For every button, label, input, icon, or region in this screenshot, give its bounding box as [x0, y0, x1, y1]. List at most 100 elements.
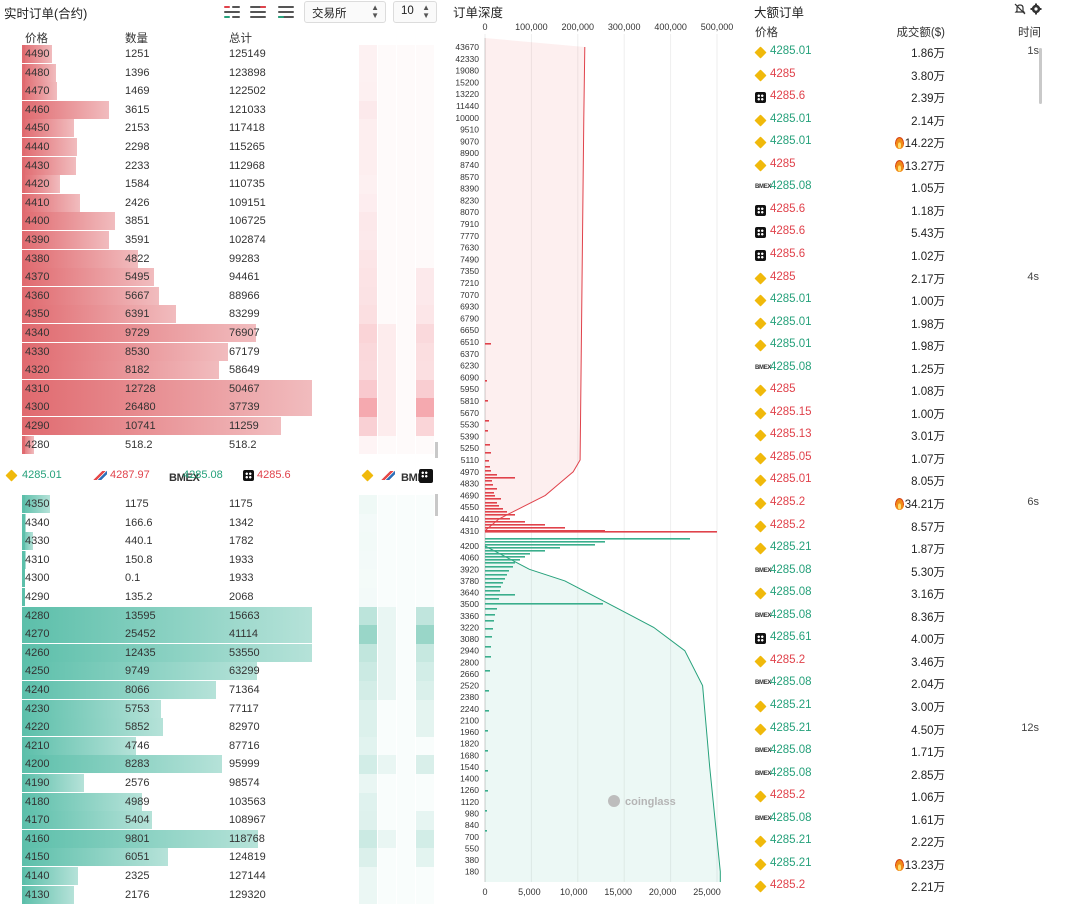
big-order-row[interactable]: 4285.2 3.46万 [748, 650, 1078, 673]
big-order-row[interactable]: 4285 2.17万 4s [748, 267, 1078, 290]
view-bids-icon[interactable] [276, 3, 296, 21]
bid-total: 15663 [229, 609, 260, 622]
orderbook-row[interactable]: 4300 0.1 1933 [0, 569, 445, 588]
big-order-row[interactable]: 4285.61 4.00万 [748, 627, 1078, 650]
big-order-row[interactable]: 4285.2 8.57万 [748, 515, 1078, 538]
orderbook-row[interactable]: 4410 2426 109151 [0, 193, 445, 213]
orderbook-row[interactable]: 4240 8066 71364 [0, 681, 445, 700]
big-order-row[interactable]: 4285.01 1.00万 [748, 289, 1078, 312]
big-order-row[interactable]: 4285.01 1.86万 1s [748, 41, 1078, 64]
bid-level-bar [485, 770, 488, 772]
orderbook-row[interactable]: 4480 1396 123898 [0, 63, 445, 83]
big-order-row[interactable]: 4285.21 3.00万 [748, 695, 1078, 718]
ask-edge [22, 231, 25, 249]
orderbook-row[interactable]: 4360 5667 88966 [0, 286, 445, 306]
big-order-row[interactable]: 4285.01 1.98万 [748, 334, 1078, 357]
orderbook-row[interactable]: 4180 4989 103563 [0, 792, 445, 812]
big-order-row[interactable]: 4285.21 13.23万 [748, 853, 1078, 876]
orderbook-row[interactable]: 4300 26480 37739 [0, 398, 445, 417]
orderbook-row[interactable]: 4170 5404 108967 [0, 811, 445, 830]
binance-icon [5, 469, 18, 482]
ask-price-tick: 11440 [456, 101, 479, 111]
orderbook-row[interactable]: 4220 5852 82970 [0, 718, 445, 737]
orderbook-row[interactable]: 4370 5495 94461 [0, 268, 445, 287]
orderbook-row[interactable]: 4200 8283 95999 [0, 755, 445, 774]
orderbook-row[interactable]: 4280 518.2 518.2 [0, 435, 445, 455]
big-order-row[interactable]: 4285.13 3.01万 [748, 424, 1078, 447]
orderbook-row[interactable]: 4130 2176 129320 [0, 885, 445, 905]
orderbook-row[interactable]: 4210 4746 87716 [0, 736, 445, 756]
big-order-row[interactable]: 4285.15 1.00万 [748, 402, 1078, 425]
asks-scrollbar[interactable] [435, 442, 438, 458]
big-order-row[interactable]: BMEX 4285.08 1.05万 [748, 176, 1078, 199]
mute-bell-icon[interactable] [1014, 3, 1026, 15]
big-order-row[interactable]: 4285 13.27万 [748, 154, 1078, 177]
orderbook-row[interactable]: 4190 2576 98574 [0, 774, 445, 793]
orderbook-row[interactable]: 4310 12728 50467 [0, 379, 445, 399]
view-asks-icon[interactable] [248, 3, 268, 21]
big-orders-scrollbar[interactable] [1039, 48, 1042, 104]
big-order-row[interactable]: BMEX 4285.08 2.85万 [748, 763, 1078, 786]
big-order-row[interactable]: 4285.01 1.98万 [748, 312, 1078, 335]
big-order-row[interactable]: 4285.6 5.43万 [748, 221, 1078, 244]
orderbook-row[interactable]: 4460 3615 121033 [0, 100, 445, 120]
bid-price: 4130 [25, 888, 50, 901]
orderbook-row[interactable]: 4270 25452 41114 [0, 625, 445, 644]
orderbook-row[interactable]: 4450 2153 117418 [0, 119, 445, 138]
big-order-row[interactable]: 4285.01 14.22万 [748, 131, 1078, 154]
big-order-row[interactable]: BMEX 4285.08 1.71万 [748, 740, 1078, 763]
big-order-row[interactable]: 4285.21 4.50万 12s [748, 718, 1078, 741]
big-order-row[interactable]: 4285.08 3.16万 [748, 582, 1078, 605]
orderbook-row[interactable]: 4350 6391 83299 [0, 305, 445, 324]
orderbook-row[interactable]: 4340 9729 76907 [0, 324, 445, 343]
big-order-row[interactable]: 4285.01 8.05万 [748, 469, 1078, 492]
orderbook-row[interactable]: 4290 10741 11259 [0, 417, 445, 436]
big-order-row[interactable]: BMEX 4285.08 8.36万 [748, 605, 1078, 628]
big-order-row[interactable]: 4285.2 1.06万 [748, 785, 1078, 808]
big-order-row[interactable]: 4285.2 2.21万 [748, 875, 1078, 898]
orderbook-row[interactable]: 4330 440.1 1782 [0, 532, 445, 551]
orderbook-row[interactable]: 4400 3851 106725 [0, 212, 445, 231]
orderbook-row[interactable]: 4340 166.6 1342 [0, 513, 445, 533]
big-order-row[interactable]: 4285 3.80万 [748, 64, 1078, 87]
big-order-row[interactable]: BMEX 4285.08 2.04万 [748, 672, 1078, 695]
orderbook-row[interactable]: 4150 6051 124819 [0, 848, 445, 867]
orderbook-row[interactable]: 4280 13595 15663 [0, 606, 445, 626]
exchange-select[interactable]: 交易所 ▲ ▼ [304, 1, 386, 23]
orderbook-row[interactable]: 4250 9749 63299 [0, 662, 445, 681]
big-order-row[interactable]: 4285.05 1.07万 [748, 447, 1078, 470]
big-order-row[interactable]: 4285.6 1.02万 [748, 244, 1078, 267]
orderbook-row[interactable]: 4420 1584 110735 [0, 175, 445, 194]
orderbook-row[interactable]: 4390 3591 102874 [0, 231, 445, 250]
bids-scrollbar[interactable] [435, 494, 438, 516]
big-order-row[interactable]: 4285 1.08万 [748, 379, 1078, 402]
orderbook-row[interactable]: 4290 135.2 2068 [0, 588, 445, 607]
settings-gear-icon[interactable] [1030, 3, 1042, 15]
orderbook-row[interactable]: 4320 8182 58649 [0, 361, 445, 380]
orderbook-row[interactable]: 4380 4822 99283 [0, 249, 445, 269]
big-order-row[interactable]: 4285.01 2.14万 [748, 109, 1078, 132]
orderbook-row[interactable]: 4470 1469 122502 [0, 82, 445, 101]
orderbook-row[interactable]: 4160 9801 118768 [0, 829, 445, 849]
big-order-row[interactable]: BMEX 4285.08 1.61万 [748, 808, 1078, 831]
big-order-row[interactable]: 4285.6 1.18万 [748, 199, 1078, 222]
orderbook-row[interactable]: 4430 2233 112968 [0, 156, 445, 176]
big-order-row[interactable]: 4285.6 2.39万 [748, 86, 1078, 109]
orderbook-row[interactable]: 4330 8530 67179 [0, 342, 445, 362]
big-order-row[interactable]: 4285.2 34.21万 6s [748, 492, 1078, 515]
depth-select[interactable]: 10 ▲ ▼ [393, 1, 437, 23]
big-order-row[interactable]: BMEX 4285.08 1.25万 [748, 357, 1078, 380]
bid-qty: 9801 [125, 832, 150, 845]
orderbook-row[interactable]: 4140 2325 127144 [0, 867, 445, 886]
orderbook-row[interactable]: 4440 2298 115265 [0, 138, 445, 157]
big-order-row[interactable]: 4285.21 2.22万 [748, 830, 1078, 853]
orderbook-row[interactable]: 4350 1175 1175 [0, 495, 445, 514]
ask-level-bar [485, 505, 499, 507]
big-order-row[interactable]: 4285.21 1.87万 [748, 537, 1078, 560]
orderbook-row[interactable]: 4310 150.8 1933 [0, 550, 445, 570]
big-order-row[interactable]: BMEX 4285.08 5.30万 [748, 560, 1078, 583]
orderbook-row[interactable]: 4490 1251 125149 [0, 45, 445, 64]
orderbook-row[interactable]: 4230 5753 77117 [0, 699, 445, 719]
orderbook-row[interactable]: 4260 12435 53550 [0, 643, 445, 663]
view-both-icon[interactable] [222, 3, 242, 21]
